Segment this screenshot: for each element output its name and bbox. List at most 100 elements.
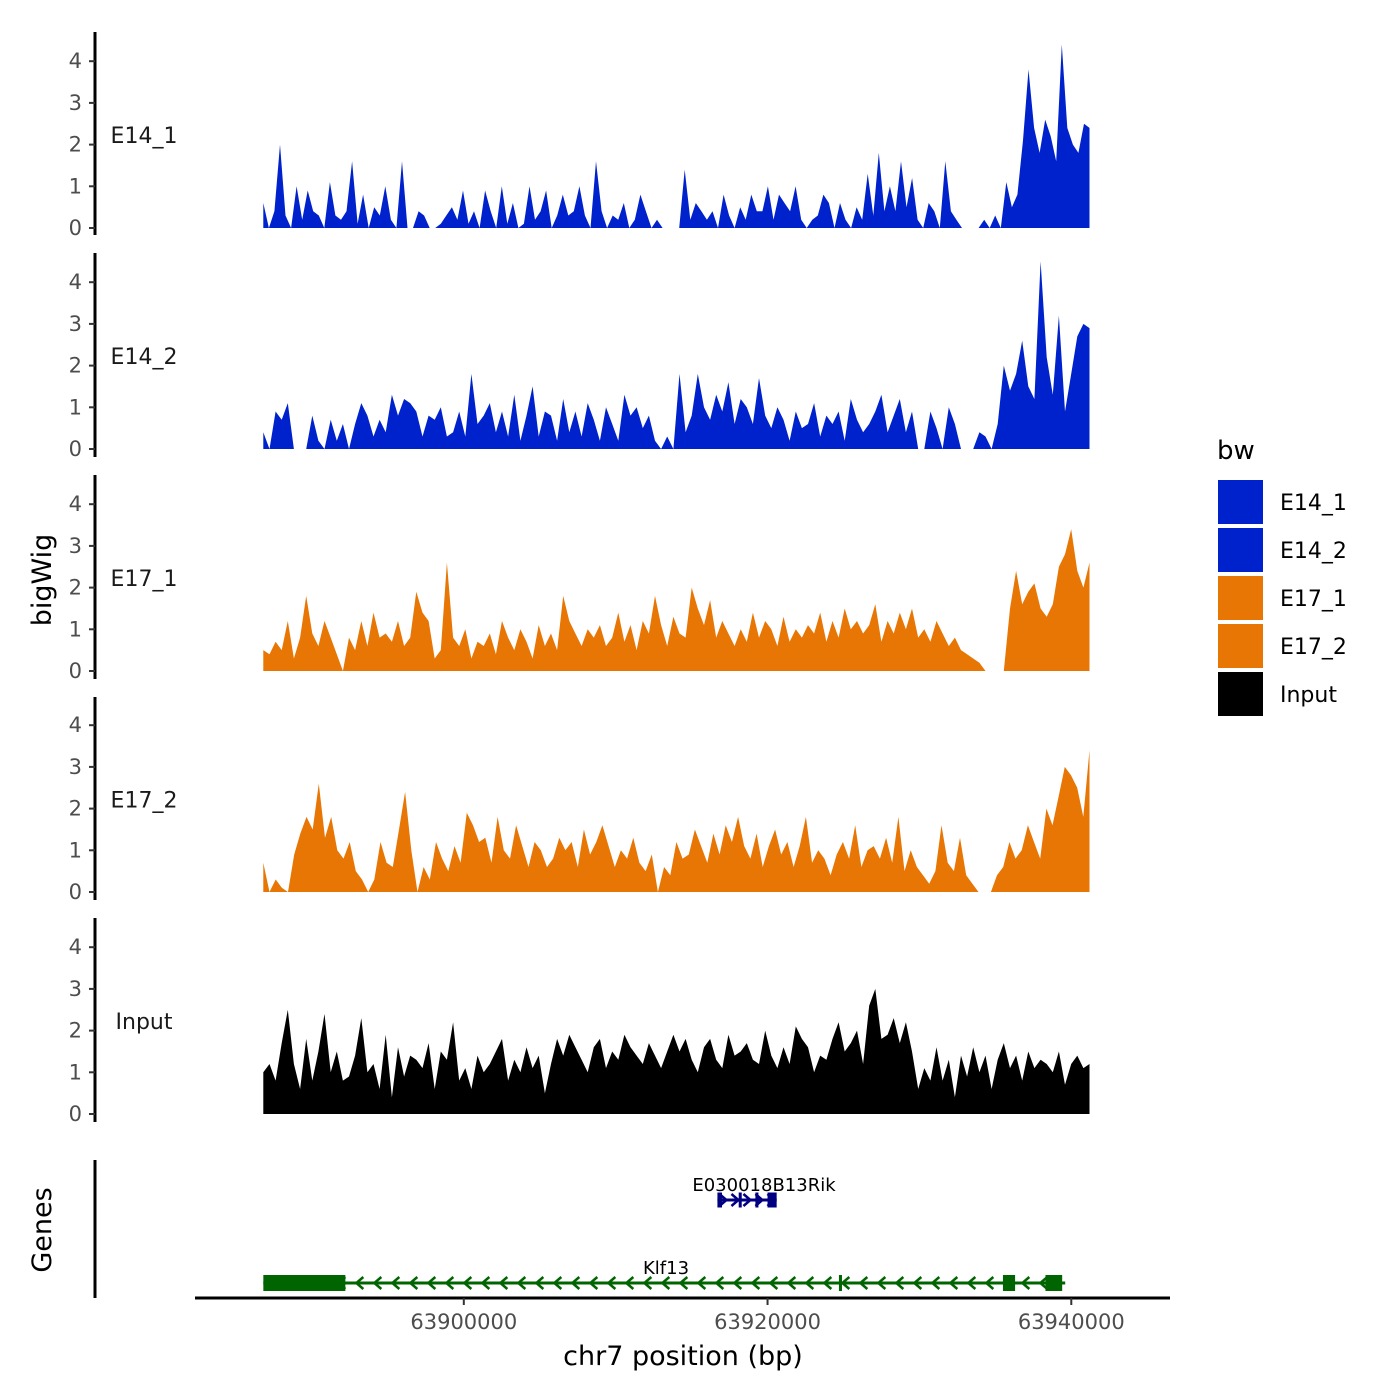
gene-exon [717, 1192, 722, 1208]
strand-arrow [732, 1276, 743, 1290]
y-tick-label: 2 [69, 576, 82, 600]
strand-arrow [966, 1276, 977, 1290]
legend-swatch [1218, 672, 1263, 716]
y-tick-label: 2 [69, 797, 82, 821]
gene-exon [1002, 1275, 1016, 1291]
coverage-area-e14-1 [263, 44, 1090, 228]
y-tick-label: 1 [69, 1060, 82, 1084]
track-label: E17_2 [111, 789, 178, 814]
y-tick-label: 0 [69, 216, 82, 240]
y-tick-label: 4 [69, 49, 82, 73]
track-e14-2: 0 1 2 3 4 E14_2 [69, 253, 1090, 461]
y-tick-label: 1 [69, 617, 82, 641]
track-e17-2: 0 1 2 3 4 E17_2 [69, 697, 1090, 904]
y-tick-label: 1 [69, 395, 82, 419]
y-tick-label: 2 [69, 133, 82, 157]
strand-arrow [588, 1276, 599, 1290]
legend-label: E17_2 [1280, 635, 1347, 660]
y-tick-label: 0 [69, 880, 82, 904]
tracks-group: 0 1 2 3 4 E14_1 0 1 2 3 4 E14_2 0 1 2 3 4 E17_1 0 1 2 3 4 E17_2… [69, 32, 1090, 1126]
gene-exon [738, 1192, 742, 1208]
x-tick-label: 63900000 [410, 1310, 517, 1334]
strand-arrow [750, 1276, 761, 1290]
x-axis-title: chr7 position (bp) [563, 1341, 803, 1372]
strand-arrow [660, 1276, 671, 1290]
y-tick-label: 0 [69, 1102, 82, 1126]
y-tick-label: 3 [69, 91, 82, 115]
legend-label: E17_1 [1280, 587, 1347, 612]
strand-arrow [354, 1276, 365, 1290]
strand-arrow [930, 1276, 941, 1290]
track-input: 0 1 2 3 4 Input [69, 918, 1090, 1126]
y-tick-label: 2 [69, 354, 82, 378]
strand-arrow [786, 1276, 797, 1290]
strand-arrow [714, 1276, 725, 1290]
y-axis-title: bigWig [27, 534, 58, 627]
y-tick-label: 4 [69, 270, 82, 294]
y-tick-label: 0 [69, 437, 82, 461]
gene-exon [1045, 1275, 1063, 1291]
track-e17-1: 0 1 2 3 4 E17_1 [69, 475, 1090, 683]
strand-arrow [642, 1276, 653, 1290]
y-tick-label: 3 [69, 312, 82, 336]
x-axis: 63900000 63920000 63940000 [195, 1296, 1170, 1334]
legend-swatch [1218, 624, 1263, 668]
legend-label: Input [1280, 683, 1337, 708]
track-label: E14_2 [111, 345, 178, 370]
gene-klf13: Klf13 [263, 1258, 1066, 1291]
strand-arrow [408, 1276, 419, 1290]
strand-arrow [894, 1276, 905, 1290]
legend-swatch [1218, 528, 1263, 572]
strand-arrow [1038, 1276, 1049, 1290]
strand-arrow [730, 1193, 741, 1207]
y-tick-label: 4 [69, 492, 82, 516]
strand-arrow [372, 1276, 383, 1290]
gene-label: Klf13 [643, 1258, 689, 1279]
strand-arrow [742, 1193, 753, 1207]
strand-arrow [1020, 1276, 1031, 1290]
gene-label: E030018B13Rik [692, 1175, 836, 1196]
track-e14-1: 0 1 2 3 4 E14_1 [69, 32, 1090, 240]
y-tick-label: 3 [69, 755, 82, 779]
gene-exon [767, 1192, 777, 1208]
strand-arrow [858, 1276, 869, 1290]
legend-label: E14_1 [1280, 491, 1347, 516]
strand-arrow [984, 1276, 995, 1290]
coverage-area-e17-2 [263, 750, 1090, 892]
track-label: E17_1 [111, 567, 178, 592]
y-tick-label: 0 [69, 659, 82, 683]
strand-arrow [426, 1276, 437, 1290]
gene-e030018b13rik: E030018B13Rik [692, 1175, 836, 1208]
y-tick-label: 3 [69, 534, 82, 558]
strand-arrow [822, 1276, 833, 1290]
genes-group: E030018B13Rik Klf13 [93, 1160, 1066, 1298]
legend-title: bw [1217, 436, 1255, 466]
strand-arrow [912, 1276, 923, 1290]
strand-arrow [768, 1276, 779, 1290]
strand-arrow [840, 1276, 851, 1290]
strand-arrow [534, 1276, 545, 1290]
legend-swatch [1218, 480, 1263, 524]
strand-arrow [696, 1276, 707, 1290]
y-tick-label: 3 [69, 977, 82, 1001]
x-tick-label: 63940000 [1018, 1310, 1125, 1334]
strand-arrow [462, 1276, 473, 1290]
strand-arrow [444, 1276, 455, 1290]
y-tick-label: 1 [69, 838, 82, 862]
gene-exon [838, 1275, 842, 1291]
strand-arrow [516, 1276, 527, 1290]
strand-arrow [606, 1276, 617, 1290]
x-tick-label: 63920000 [714, 1310, 821, 1334]
y-tick-label: 4 [69, 713, 82, 737]
y-tick-label: 1 [69, 174, 82, 198]
genes-axis-title: Genes [27, 1187, 58, 1272]
gene-exon [263, 1275, 346, 1291]
gene-exon [755, 1192, 759, 1208]
legend: bw E14_1 E14_2 E17_1 E17_2 Input [1217, 436, 1347, 716]
strand-arrow [390, 1276, 401, 1290]
strand-arrow [624, 1276, 635, 1290]
strand-arrow [552, 1276, 563, 1290]
coverage-area-input [263, 988, 1090, 1114]
track-label: Input [116, 1010, 173, 1035]
